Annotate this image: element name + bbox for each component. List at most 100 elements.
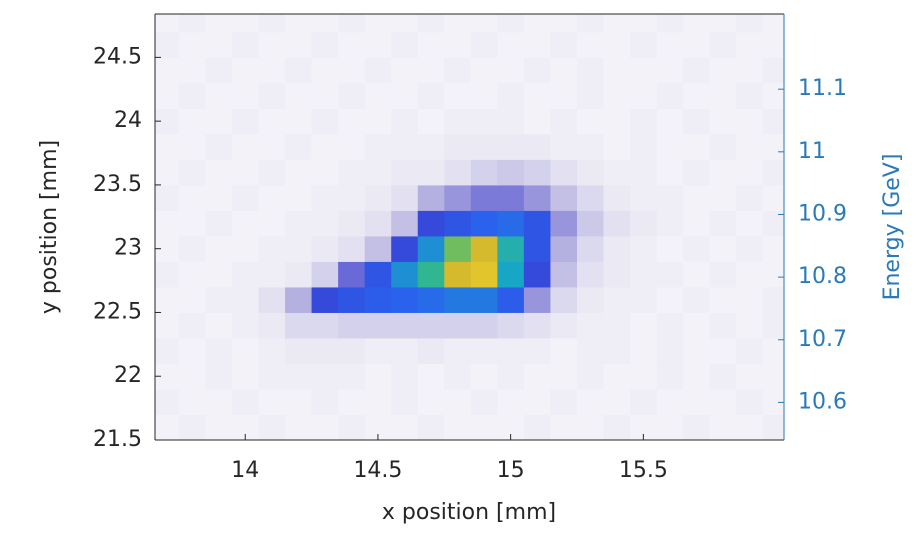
heatmap-cell: [604, 32, 631, 58]
heatmap-cell: [550, 108, 577, 134]
y2-tick-label: 10.9: [798, 201, 847, 226]
heatmap-cell: [338, 83, 365, 109]
heatmap-cell: [285, 6, 312, 32]
y2-tick-label: 11.1: [798, 76, 847, 101]
heatmap-cell: [683, 363, 710, 389]
heatmap-cell: [444, 210, 471, 236]
heatmap-cell: [285, 159, 312, 185]
heatmap-cell: [205, 261, 232, 287]
heatmap-cell: [232, 287, 259, 313]
y2-tick-label: 11: [798, 139, 826, 164]
heatmap-cell: [683, 338, 710, 364]
heatmap-cell: [524, 312, 551, 338]
heatmap-cell: [550, 57, 577, 83]
heatmap-cell: [259, 389, 286, 415]
heatmap-cell: [604, 210, 631, 236]
heatmap-cell: [604, 389, 631, 415]
heatmap-cell: [577, 414, 604, 440]
heatmap-cell: [657, 236, 684, 262]
heatmap-cell: [312, 236, 339, 262]
heatmap-cell: [630, 261, 657, 287]
heatmap-cell: [391, 414, 418, 440]
heatmap-cell: [683, 389, 710, 415]
heatmap-cell: [630, 363, 657, 389]
heatmap-cell: [418, 159, 445, 185]
heatmap-cell: [524, 134, 551, 160]
heatmap-cell: [179, 134, 206, 160]
heatmap-cell: [763, 210, 790, 236]
heatmap-cell: [471, 338, 498, 364]
heatmap-cell: [710, 236, 737, 262]
x-tick-label: 15: [497, 458, 525, 483]
heatmap-cell: [604, 312, 631, 338]
heatmap-cell: [259, 236, 286, 262]
heatmap-cell: [763, 389, 790, 415]
heatmap-cell: [152, 210, 179, 236]
heatmap-cell: [338, 236, 365, 262]
heatmap-cell: [497, 210, 524, 236]
heatmap-cell: [259, 261, 286, 287]
heatmap-cell: [205, 185, 232, 211]
heatmap-cell: [736, 210, 763, 236]
heatmap-cell: [683, 287, 710, 313]
heatmap-cell: [763, 185, 790, 211]
heatmap-cell: [312, 159, 339, 185]
heatmap-cell: [763, 312, 790, 338]
heatmap-cell: [391, 389, 418, 415]
heatmap-cell: [444, 83, 471, 109]
heatmap-cell: [259, 83, 286, 109]
heatmap-cell: [205, 236, 232, 262]
heatmap-cell: [471, 108, 498, 134]
heatmap-cell: [497, 6, 524, 32]
heatmap-cell: [285, 287, 312, 313]
heatmap-cell: [444, 236, 471, 262]
heatmap-cell: [630, 134, 657, 160]
heatmap-cell: [418, 32, 445, 58]
heatmap-cell: [152, 159, 179, 185]
heatmap-cell: [259, 134, 286, 160]
heatmap-cell: [683, 210, 710, 236]
heatmap-cell: [657, 134, 684, 160]
heatmap-cell: [152, 57, 179, 83]
heatmap-cell: [418, 108, 445, 134]
heatmap-cell: [577, 159, 604, 185]
heatmap-cell: [418, 312, 445, 338]
heatmap-cell: [232, 363, 259, 389]
heatmap-cell: [736, 108, 763, 134]
heatmap-cell: [232, 57, 259, 83]
heatmap-cell: [312, 83, 339, 109]
heatmap-cell: [630, 312, 657, 338]
heatmap-cell: [550, 6, 577, 32]
y-tick-label: 23: [114, 236, 142, 261]
heatmap-cell: [232, 185, 259, 211]
heatmap-cell: [152, 185, 179, 211]
heatmap-cell: [683, 261, 710, 287]
heatmap-cell: [763, 363, 790, 389]
heatmap-cell: [657, 185, 684, 211]
heatmap-cell: [550, 414, 577, 440]
heatmap-cell: [710, 338, 737, 364]
heatmap-cell: [497, 159, 524, 185]
heatmap-cell: [391, 338, 418, 364]
heatmap-cell: [736, 159, 763, 185]
heatmap-cell: [657, 6, 684, 32]
heatmap-cell: [497, 389, 524, 415]
heatmap-cell: [683, 108, 710, 134]
heatmap-cell: [365, 83, 392, 109]
heatmap-cell: [312, 134, 339, 160]
heatmap-cell: [710, 312, 737, 338]
heatmap-cell: [683, 32, 710, 58]
heatmap-cell: [710, 6, 737, 32]
heatmap-cell: [259, 363, 286, 389]
heatmap-cell: [736, 389, 763, 415]
heatmap-cell: [418, 363, 445, 389]
heatmap-cell: [179, 312, 206, 338]
heatmap-cell: [524, 108, 551, 134]
heatmap-cell: [550, 363, 577, 389]
heatmap-cell: [338, 338, 365, 364]
heatmap-cell: [179, 159, 206, 185]
heatmap-cell: [630, 210, 657, 236]
heatmap-cell: [365, 210, 392, 236]
heatmap-cell: [657, 312, 684, 338]
heatmap-cell: [259, 6, 286, 32]
